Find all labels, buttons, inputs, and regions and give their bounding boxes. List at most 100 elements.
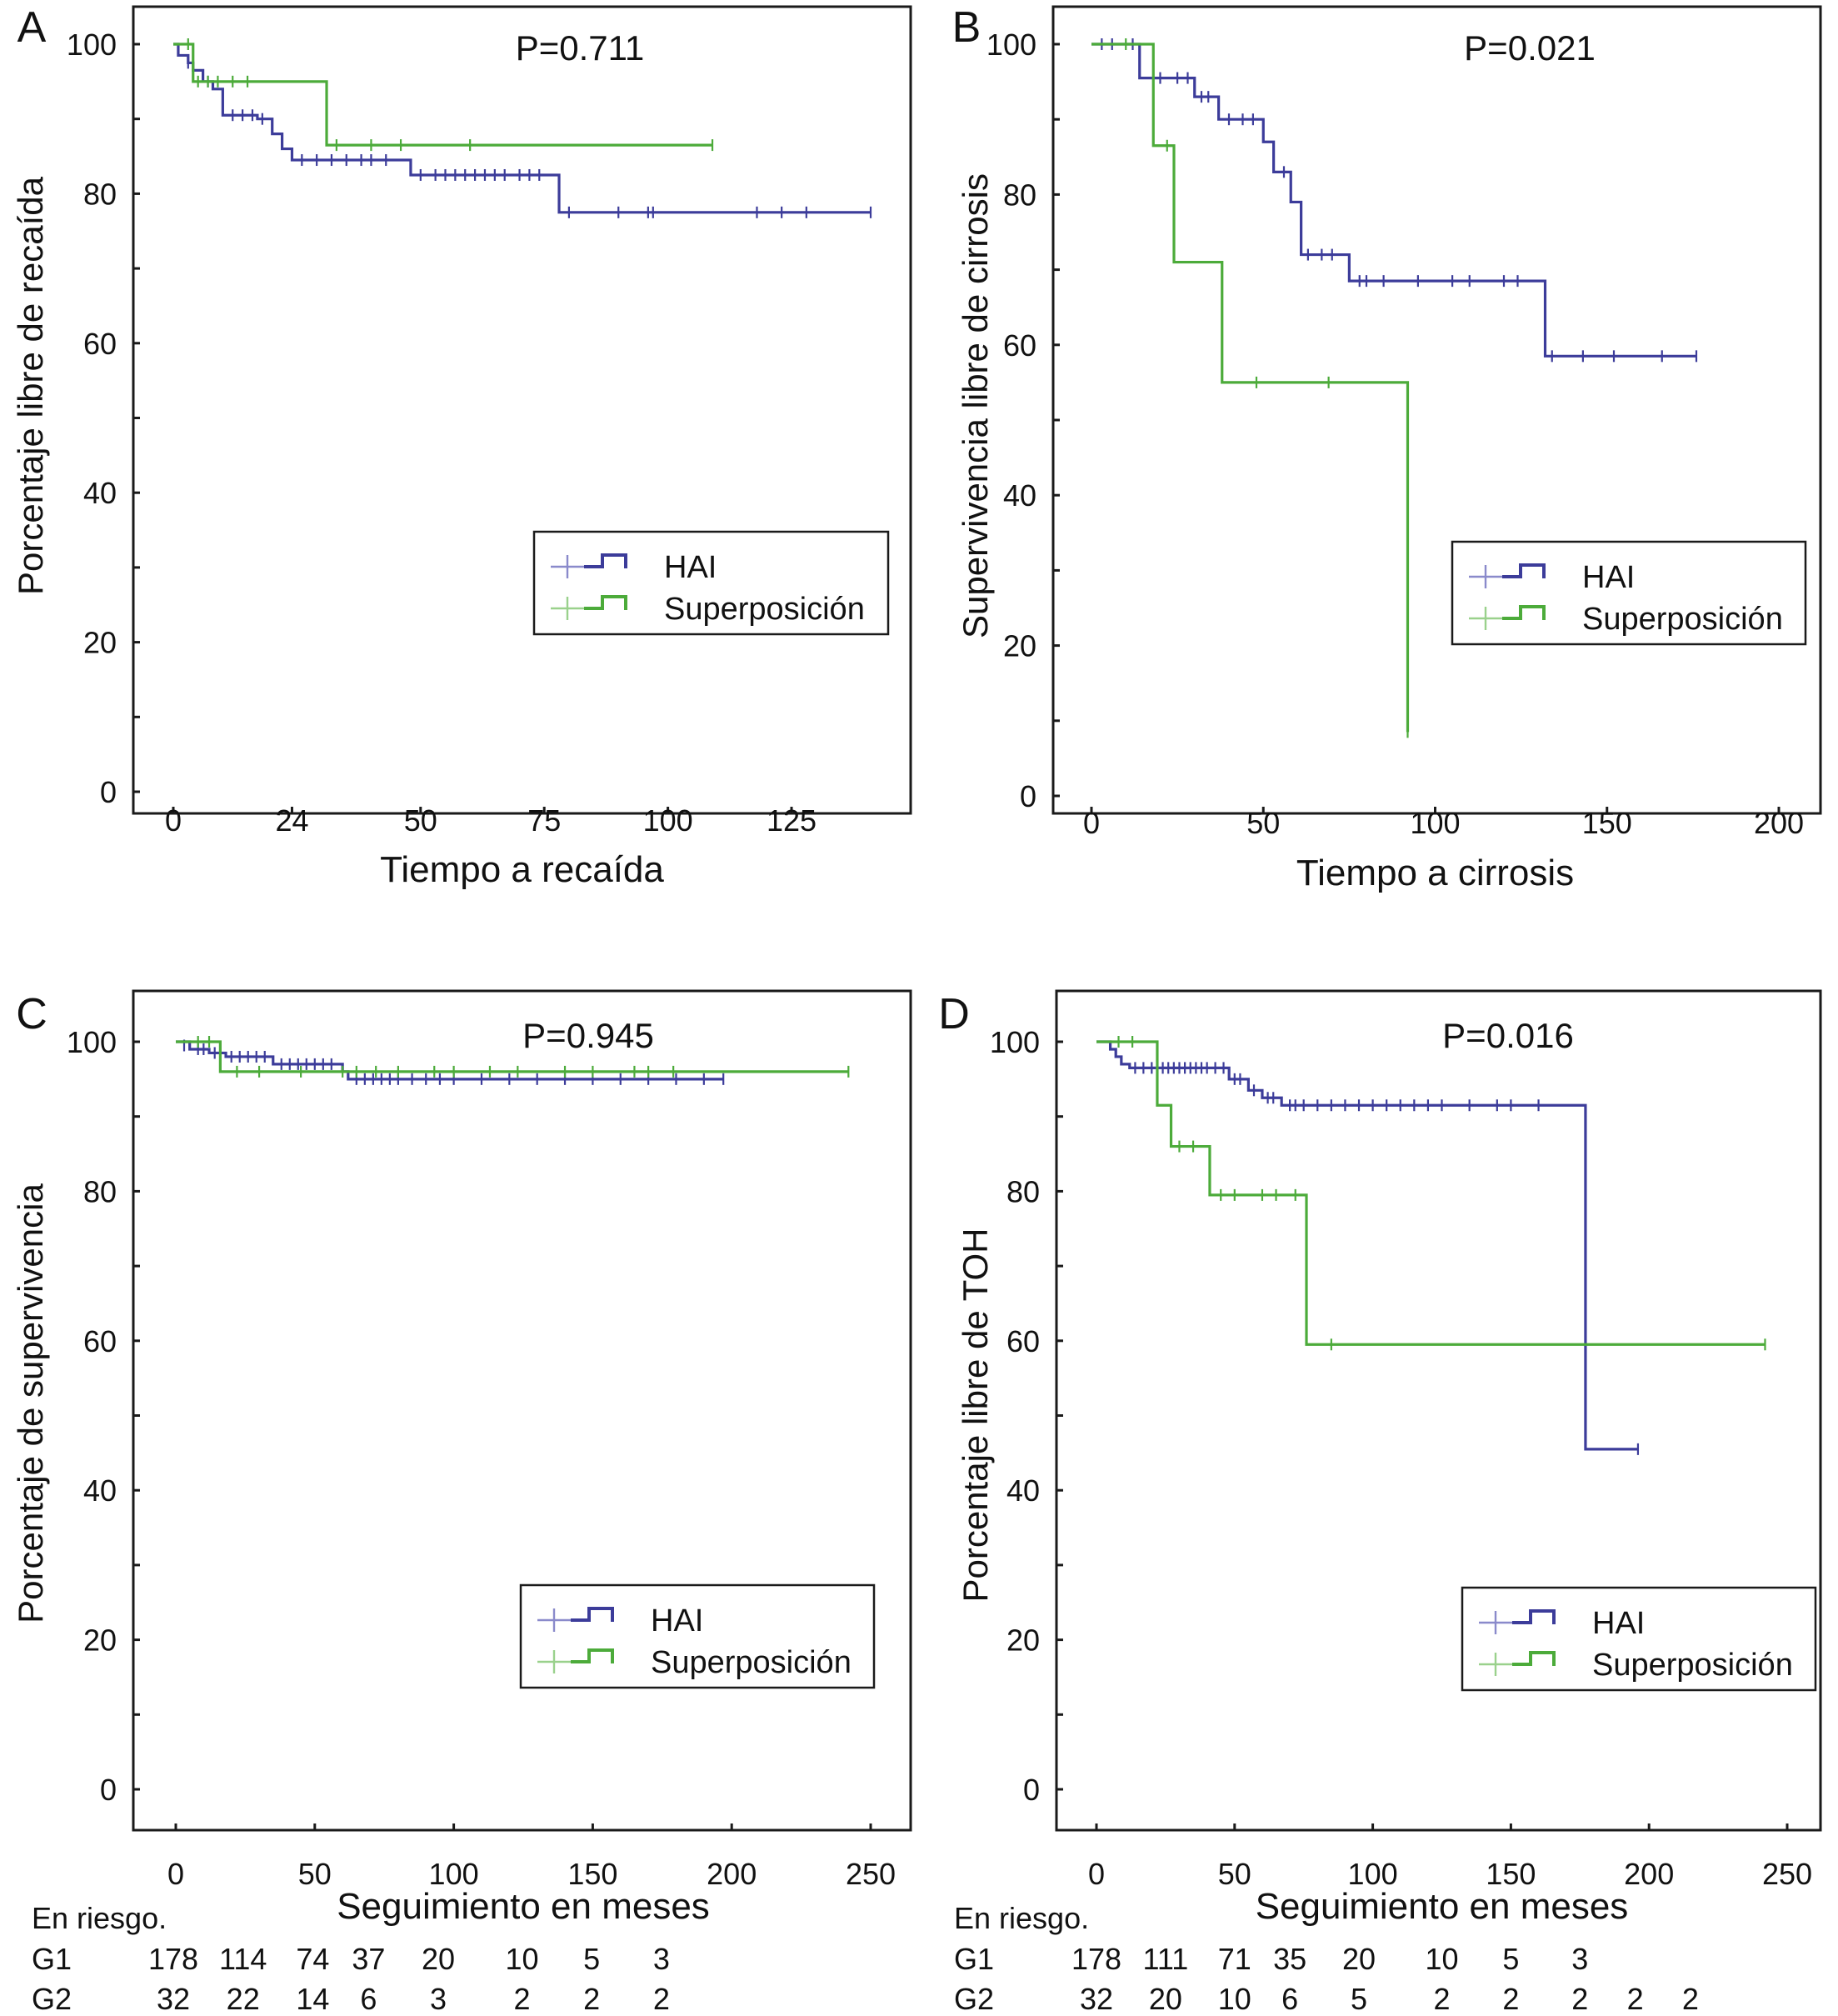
legend-label: Superposición — [1582, 602, 1783, 637]
x-tick-label: 0 — [165, 803, 182, 838]
series-hai — [1096, 1040, 1640, 1455]
at-risk-count: 14 — [296, 1982, 329, 2016]
y-tick-label: 20 — [1006, 1623, 1040, 1658]
x-axis-label: Tiempo a recaída — [380, 849, 664, 890]
x-axis-label: Seguimiento en meses — [337, 1886, 710, 1927]
y-axis-label: Porcentaje libre de recaída — [11, 176, 50, 595]
at-risk-count: 6 — [360, 1982, 377, 2016]
series-hai — [173, 43, 872, 218]
panel-B: B 0 20 40 60 80 100 0 50 100 150 200 Tiempo a cirros… — [952, 3, 1822, 893]
y-tick-label: 40 — [83, 476, 117, 510]
legend-hai-swatch — [1479, 1609, 1556, 1634]
legend-step — [584, 595, 627, 610]
legend-box — [1461, 1586, 1817, 1692]
x-tick-label: 150 — [567, 1857, 617, 1891]
legend-label: Superposición — [1592, 1648, 1793, 1683]
legend-label: HAI — [664, 550, 717, 585]
at-risk-table: En riesgo. G1 178 111 71 35 20 10 5 3 G2 32 20 10 6 5 2 2… — [954, 1901, 1699, 2016]
at-risk-group: G2 — [32, 1982, 72, 2016]
plot-frame — [132, 5, 912, 815]
at-risk-count: 3 — [430, 1982, 447, 2016]
y-tick-label: 40 — [83, 1473, 117, 1508]
legend-step — [571, 1648, 614, 1663]
y-tick-label: 60 — [1006, 1324, 1040, 1358]
survival-curve — [1096, 1040, 1766, 1346]
y-tick-label: 20 — [83, 1623, 117, 1658]
at-risk-count: 71 — [1218, 1942, 1251, 1976]
x-tick-label: 24 — [275, 803, 308, 838]
x-tick-label: 200 — [1624, 1857, 1674, 1891]
x-tick-label: 100 — [1410, 806, 1460, 840]
x-tick-label: 50 — [1218, 1857, 1251, 1891]
legend-step — [1512, 1651, 1556, 1666]
p-value: P=0.711 — [516, 28, 645, 68]
x-tick-label: 100 — [429, 1857, 479, 1891]
at-risk-count: 178 — [148, 1942, 198, 1976]
at-risk-count: 20 — [1149, 1982, 1182, 2016]
x-tick-label: 150 — [1582, 806, 1632, 840]
legend-step — [1502, 563, 1546, 578]
x-tick-label: 125 — [767, 803, 817, 838]
x-tick-label: 75 — [527, 803, 561, 838]
legend-hai-swatch — [1469, 563, 1546, 588]
at-risk-count: 10 — [1425, 1942, 1458, 1976]
at-risk-count: 2 — [1627, 1982, 1644, 2016]
plot-frame — [1055, 989, 1822, 1832]
x-tick-label: 250 — [846, 1857, 896, 1891]
at-risk-group: G2 — [954, 1982, 994, 2016]
legend-hai-swatch — [551, 553, 627, 578]
y-tick-label: 60 — [1003, 328, 1036, 363]
legend-superposicion-swatch — [1469, 605, 1546, 630]
at-risk-count: 22 — [227, 1982, 260, 2016]
at-risk-count: 2 — [583, 1982, 600, 2016]
legend: HAI Superposición — [1461, 1586, 1817, 1692]
y-tick-label: 0 — [100, 775, 117, 809]
series-superposicion — [176, 1036, 850, 1078]
panel-A: A 0 20 40 60 80 100 0 24 50 75 100 125 Tiempo a recaí… — [11, 3, 912, 890]
y-tick-label: 80 — [1006, 1174, 1040, 1208]
y-tick-label: 0 — [100, 1773, 117, 1807]
series-hai — [176, 1039, 725, 1085]
at-risk-label: En riesgo. — [32, 1901, 167, 1935]
y-tick-label: 0 — [1020, 779, 1036, 813]
panel-D: D 0 20 40 60 80 100 0 50 100 150 200 250 Seguimiento … — [938, 989, 1822, 1927]
y-tick-label: 40 — [1003, 478, 1036, 513]
at-risk-count: 3 — [653, 1942, 670, 1976]
p-value: P=0.945 — [522, 1016, 654, 1055]
y-tick-label: 60 — [83, 1324, 117, 1358]
y-tick-label: 100 — [986, 28, 1036, 62]
legend-superposicion-swatch — [1479, 1651, 1556, 1676]
legend-label: Superposición — [664, 592, 865, 627]
at-risk-count: 10 — [1218, 1982, 1251, 2016]
y-axis-label: Porcentaje de supervivencia — [11, 1183, 50, 1623]
p-value: P=0.016 — [1442, 1016, 1574, 1055]
survival-curve — [1091, 43, 1410, 733]
series-hai — [1091, 38, 1698, 363]
x-tick-label: 0 — [1088, 1857, 1105, 1891]
x-tick-label: 50 — [1246, 806, 1280, 840]
at-risk-count: 5 — [1351, 1982, 1367, 2016]
panel-letter: B — [952, 3, 981, 52]
x-tick-label: 200 — [707, 1857, 757, 1891]
x-tick-label: 0 — [167, 1857, 184, 1891]
legend-step — [571, 1607, 614, 1622]
at-risk-count: 74 — [296, 1942, 329, 1976]
survival-curve — [1096, 1040, 1638, 1451]
legend-superposicion-swatch — [551, 595, 627, 620]
at-risk-count: 2 — [1682, 1982, 1699, 2016]
at-risk-count: 32 — [157, 1982, 190, 2016]
at-risk-count: 5 — [1502, 1942, 1519, 1976]
legend: HAI Superposición — [519, 1583, 876, 1689]
at-risk-count: 114 — [219, 1942, 267, 1976]
at-risk-count: 10 — [505, 1942, 538, 1976]
legend-step — [1502, 605, 1546, 620]
at-risk-count: 2 — [1433, 1982, 1450, 2016]
x-tick-label: 100 — [643, 803, 693, 838]
y-tick-label: 0 — [1023, 1773, 1040, 1807]
plot-frame — [1051, 5, 1822, 815]
x-tick-label: 100 — [1348, 1857, 1398, 1891]
at-risk-count: 178 — [1071, 1942, 1121, 1976]
survival-curve — [173, 43, 713, 147]
legend-box — [519, 1583, 876, 1689]
